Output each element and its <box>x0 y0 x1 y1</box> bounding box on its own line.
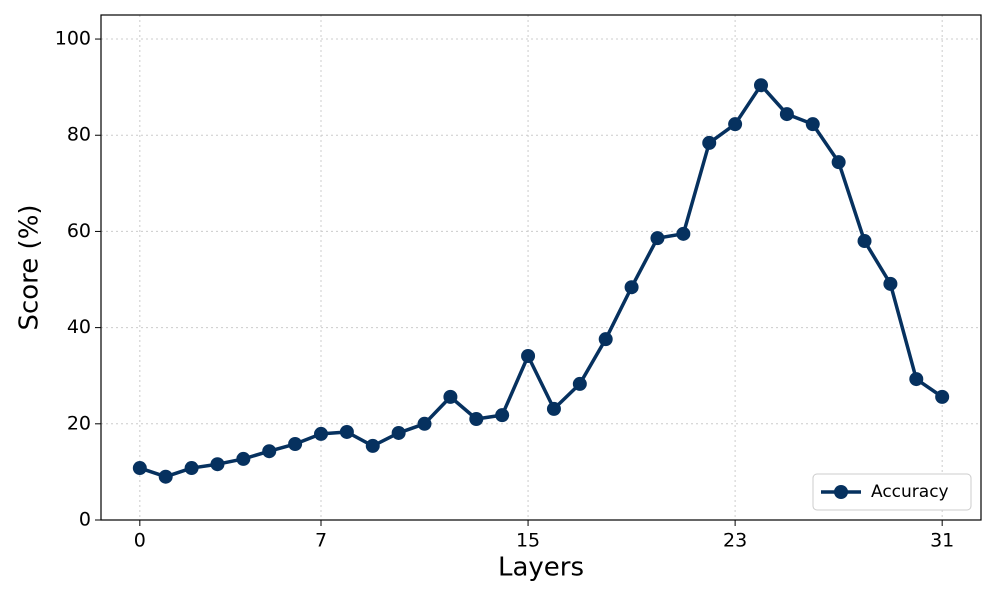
y-tick-label: 20 <box>67 412 91 434</box>
y-tick-label: 40 <box>67 316 91 338</box>
data-point <box>546 401 561 416</box>
data-point <box>314 426 328 441</box>
data-point <box>805 117 820 132</box>
data-point <box>883 276 898 291</box>
y-tick-label: 60 <box>67 220 91 242</box>
data-point <box>132 461 147 476</box>
data-point <box>650 231 665 246</box>
y-tick-label: 80 <box>67 124 91 146</box>
data-point <box>262 444 277 459</box>
x-tick-label: 23 <box>723 530 747 552</box>
data-point <box>469 412 484 426</box>
data-point <box>831 155 846 170</box>
data-point <box>676 226 691 241</box>
legend-box <box>812 473 972 511</box>
data-point <box>857 234 872 249</box>
data-point <box>417 416 432 431</box>
y-axis-label: Score (%) <box>15 204 45 330</box>
x-tick-label: 7 <box>315 530 327 552</box>
data-point <box>391 425 406 440</box>
data-point <box>236 451 251 466</box>
data-point <box>572 376 587 391</box>
x-tick-label: 31 <box>930 530 954 552</box>
data-point <box>443 389 458 404</box>
legend-label: Accuracy <box>871 482 949 502</box>
legend-marker <box>834 485 848 499</box>
data-point <box>339 424 354 439</box>
data-point <box>521 348 536 363</box>
x-axis-label: Layers <box>498 553 584 583</box>
x-tick-label: 15 <box>516 530 540 552</box>
data-point <box>365 438 380 453</box>
data-point <box>288 437 303 452</box>
data-point <box>158 469 173 484</box>
data-point <box>779 107 794 122</box>
x-tick-label: 0 <box>134 530 146 552</box>
data-point <box>210 457 225 472</box>
data-point <box>495 408 510 423</box>
plot-frame <box>100 14 982 521</box>
data-point <box>728 117 743 132</box>
data-point <box>598 332 613 347</box>
y-tick-label: 0 <box>79 509 91 531</box>
data-point <box>624 280 639 295</box>
data-point <box>754 78 768 93</box>
data-point <box>935 389 950 404</box>
y-tick-label: 100 <box>55 28 91 50</box>
data-line <box>139 83 944 479</box>
data-point <box>184 461 199 476</box>
data-point <box>702 135 717 150</box>
data-point <box>909 372 924 387</box>
